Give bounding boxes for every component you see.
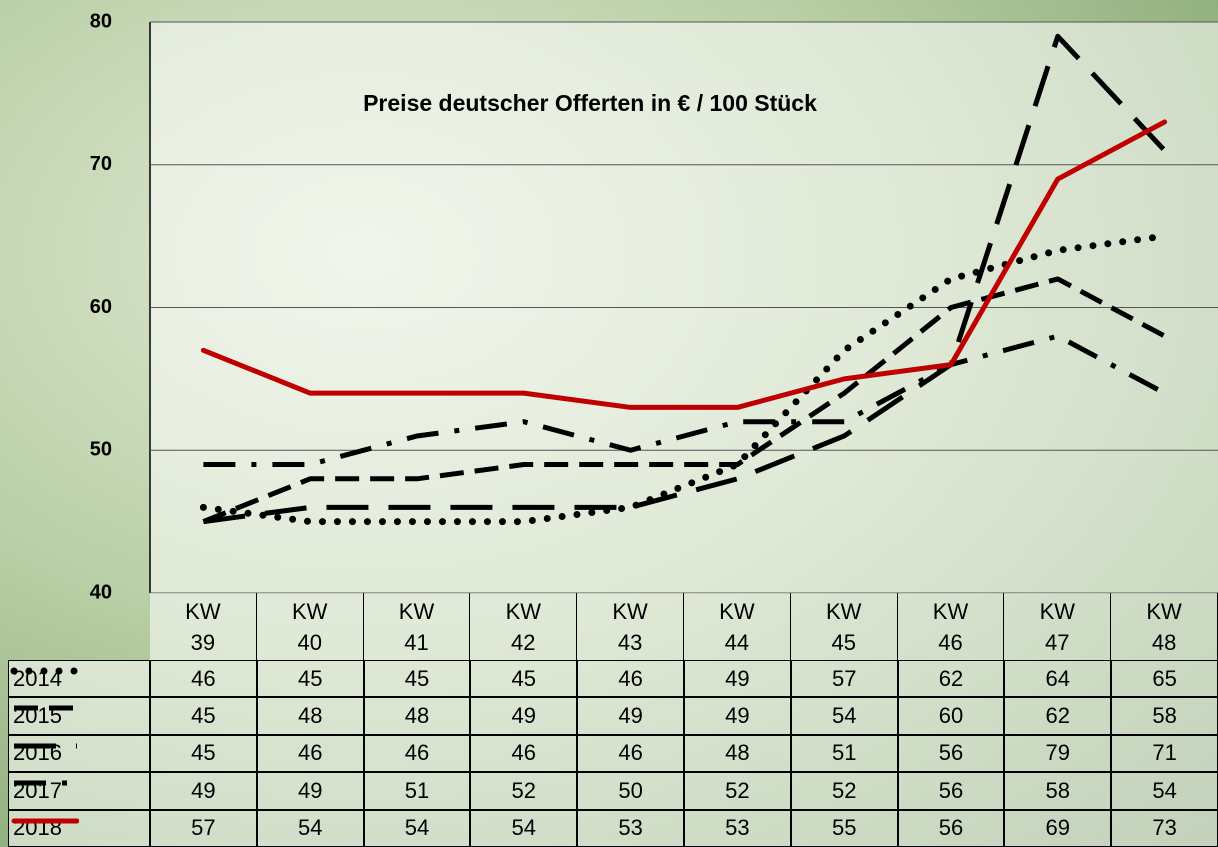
data-label: 73 bbox=[1111, 810, 1218, 847]
data-label: 48 bbox=[257, 697, 364, 734]
chart-title: Preise deutscher Offerten in € / 100 Stü… bbox=[363, 90, 817, 116]
data-label: 46 bbox=[150, 660, 257, 697]
x-tick-label: KW 47 bbox=[1004, 593, 1111, 660]
legend-swatch bbox=[9, 811, 79, 831]
y-tick-label: 40 bbox=[90, 581, 112, 603]
data-label: 46 bbox=[364, 735, 471, 772]
x-tick-label: KW 46 bbox=[898, 593, 1005, 660]
x-tick-label: KW 44 bbox=[684, 593, 791, 660]
data-label: 56 bbox=[898, 810, 1005, 847]
data-label: 50 bbox=[577, 772, 684, 809]
data-label: 56 bbox=[898, 735, 1005, 772]
data-label: 49 bbox=[150, 772, 257, 809]
data-label: 45 bbox=[364, 660, 471, 697]
x-tick-label: KW 48 bbox=[1111, 593, 1218, 660]
data-label: 52 bbox=[684, 772, 791, 809]
data-label: 55 bbox=[791, 810, 898, 847]
data-label: 52 bbox=[470, 772, 577, 809]
data-label: 54 bbox=[257, 810, 364, 847]
x-tick-label: KW 41 bbox=[364, 593, 471, 660]
data-label: 54 bbox=[470, 810, 577, 847]
data-label: 58 bbox=[1004, 772, 1111, 809]
data-label: 46 bbox=[577, 660, 684, 697]
x-tick-label: KW 39 bbox=[150, 593, 257, 660]
data-label: 54 bbox=[1111, 772, 1218, 809]
data-label: 62 bbox=[1004, 697, 1111, 734]
legend-entry: 2016 bbox=[8, 735, 150, 772]
data-label: 48 bbox=[364, 697, 471, 734]
legend-entry: 2018 bbox=[8, 810, 150, 847]
legend-swatch bbox=[9, 773, 79, 793]
data-label: 46 bbox=[577, 735, 684, 772]
data-label: 52 bbox=[791, 772, 898, 809]
data-label: 57 bbox=[150, 810, 257, 847]
chart: Preise deutscher Offerten in € / 100 Stü… bbox=[0, 0, 1218, 847]
data-label: 49 bbox=[684, 660, 791, 697]
data-label: 45 bbox=[150, 735, 257, 772]
data-label: 53 bbox=[684, 810, 791, 847]
legend-swatch bbox=[9, 698, 79, 718]
data-label: 54 bbox=[364, 810, 471, 847]
data-label: 79 bbox=[1004, 735, 1111, 772]
data-label: 49 bbox=[257, 772, 364, 809]
y-tick-label: 60 bbox=[90, 296, 112, 318]
data-label: 65 bbox=[1111, 660, 1218, 697]
data-label: 46 bbox=[470, 735, 577, 772]
data-label: 45 bbox=[150, 697, 257, 734]
y-tick-label: 70 bbox=[90, 153, 112, 175]
legend-swatch bbox=[9, 736, 79, 756]
data-label: 53 bbox=[577, 810, 684, 847]
x-tick-label: KW 45 bbox=[791, 593, 898, 660]
legend-entry: 2017 bbox=[8, 772, 150, 809]
data-label: 48 bbox=[684, 735, 791, 772]
x-tick-label: KW 40 bbox=[257, 593, 364, 660]
data-label: 54 bbox=[791, 697, 898, 734]
legend-entry: 2014 bbox=[8, 660, 150, 697]
data-label: 49 bbox=[577, 697, 684, 734]
data-label: 49 bbox=[470, 697, 577, 734]
x-tick-label: KW 42 bbox=[470, 593, 577, 660]
data-label: 69 bbox=[1004, 810, 1111, 847]
data-label: 58 bbox=[1111, 697, 1218, 734]
data-label: 64 bbox=[1004, 660, 1111, 697]
data-label: 46 bbox=[257, 735, 364, 772]
data-label: 45 bbox=[470, 660, 577, 697]
y-tick-label: 50 bbox=[90, 439, 112, 461]
legend-swatch bbox=[9, 661, 79, 681]
legend-entry: 2015 bbox=[8, 697, 150, 734]
y-tick-label: 80 bbox=[90, 10, 112, 32]
data-label: 60 bbox=[898, 697, 1005, 734]
data-label: 51 bbox=[791, 735, 898, 772]
data-label: 45 bbox=[257, 660, 364, 697]
x-tick-label: KW 43 bbox=[577, 593, 684, 660]
data-label: 56 bbox=[898, 772, 1005, 809]
data-label: 51 bbox=[364, 772, 471, 809]
data-label: 71 bbox=[1111, 735, 1218, 772]
data-label: 49 bbox=[684, 697, 791, 734]
data-label: 62 bbox=[898, 660, 1005, 697]
data-label: 57 bbox=[791, 660, 898, 697]
